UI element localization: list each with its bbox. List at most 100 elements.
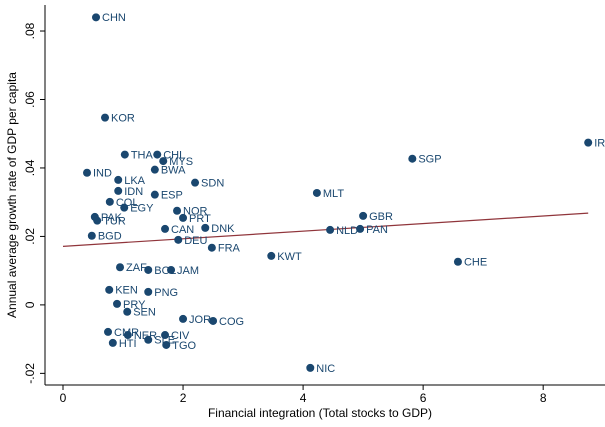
point <box>209 316 218 325</box>
y-tick-label: .02 <box>23 228 37 245</box>
point <box>144 287 153 296</box>
point <box>191 178 200 187</box>
point <box>201 223 210 232</box>
point <box>114 175 123 184</box>
point <box>150 190 159 199</box>
point <box>113 299 122 308</box>
point-label: LKA <box>124 175 145 187</box>
x-tick-label: 6 <box>420 391 427 405</box>
point-label: SDN <box>201 178 224 190</box>
point-label: ESP <box>161 190 183 202</box>
point <box>161 331 170 340</box>
point-label: IDN <box>124 186 143 198</box>
point-label: BGD <box>98 231 122 243</box>
point-label: CIV <box>171 330 190 342</box>
point-label: JOR <box>189 314 211 326</box>
y-tick-label: .06 <box>23 91 37 108</box>
point-label: SEN <box>133 307 156 319</box>
point-label: EGY <box>130 203 154 215</box>
point <box>356 224 365 233</box>
point-label: IND <box>93 168 112 180</box>
point <box>159 157 168 166</box>
point-label: DNK <box>211 223 235 235</box>
point-label: FRA <box>218 243 241 255</box>
point <box>161 224 170 233</box>
point <box>312 188 321 197</box>
y-tick-label: 0 <box>23 301 37 308</box>
point <box>104 327 113 336</box>
point-label: MYS <box>169 156 193 168</box>
point-label: NOR <box>183 206 208 218</box>
point <box>101 113 110 122</box>
point-label: KOR <box>111 113 135 125</box>
point <box>207 243 216 252</box>
point <box>120 150 129 159</box>
point-label: DEU <box>184 235 207 247</box>
point-label: PRY <box>123 299 146 311</box>
point <box>87 231 96 240</box>
point-label: PAK <box>101 212 123 224</box>
point <box>326 225 335 234</box>
point <box>92 13 101 22</box>
point <box>453 257 462 266</box>
x-axis-title: Financial integration (Total stocks to G… <box>208 406 432 420</box>
point-label: COG <box>219 316 244 328</box>
point <box>359 211 368 220</box>
x-tick-label: 4 <box>300 391 307 405</box>
point <box>120 203 129 212</box>
y-tick-label: -.02 <box>23 363 37 384</box>
point-label: GBR <box>369 211 393 223</box>
y-tick-label: .04 <box>23 159 37 176</box>
fit-line <box>62 212 589 247</box>
point-label: NIC <box>316 363 335 375</box>
point <box>123 331 132 340</box>
point-label: CHL <box>163 150 185 162</box>
point-label: PRT <box>189 213 211 225</box>
point-label: HTI <box>119 338 137 350</box>
point <box>150 165 159 174</box>
point-label: PAN <box>366 224 388 236</box>
x-tick-label: 2 <box>180 391 187 405</box>
x-tick-label: 0 <box>60 391 67 405</box>
point-label: PNG <box>154 287 178 299</box>
point <box>173 206 182 215</box>
point <box>408 154 417 163</box>
point-label: CAN <box>171 224 194 236</box>
point <box>114 186 123 195</box>
point-label: TUR <box>103 216 126 228</box>
x-tick-label: 8 <box>540 391 547 405</box>
point-label: IRL <box>594 138 605 150</box>
point-label: CHN <box>102 12 126 24</box>
point <box>144 265 153 274</box>
point <box>123 307 132 316</box>
point <box>144 335 153 344</box>
point <box>93 216 102 225</box>
point <box>162 340 171 349</box>
point-label: JAM <box>177 265 199 277</box>
point-label: BOL <box>154 265 176 277</box>
point <box>105 197 114 206</box>
point <box>83 168 92 177</box>
point-label: TGO <box>172 340 196 352</box>
y-axis-title: Annual average growth rate of GDP per ca… <box>5 72 19 318</box>
point-label: KWT <box>277 251 302 263</box>
point <box>108 338 117 347</box>
point <box>179 213 188 222</box>
point-label: THA <box>131 150 154 162</box>
point-label: SGP <box>418 154 441 166</box>
point <box>153 150 162 159</box>
point-label: BWA <box>161 165 186 177</box>
point-label: MLT <box>323 188 344 200</box>
point-label: NLD <box>336 225 358 237</box>
point-label: KEN <box>115 285 138 297</box>
point <box>306 363 315 372</box>
y-tick-label: .08 <box>23 22 37 39</box>
point <box>167 265 176 274</box>
point <box>116 263 125 272</box>
point <box>584 138 593 147</box>
point-label: ZAF <box>126 262 147 274</box>
point <box>174 235 183 244</box>
